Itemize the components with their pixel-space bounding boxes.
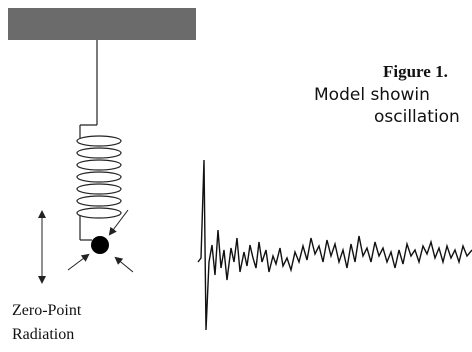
page: Figure 1. Model showin oscillation Zero-… bbox=[0, 0, 472, 352]
caption-line: Model showin bbox=[314, 85, 430, 105]
pendulum bbox=[77, 40, 121, 240]
radiation-label: Radiation bbox=[12, 326, 74, 344]
arrows bbox=[42, 210, 133, 282]
figure-title: Figure 1. bbox=[383, 62, 448, 82]
ceiling bbox=[8, 8, 196, 40]
radiation-label: Zero-Point bbox=[12, 302, 81, 320]
diagram bbox=[0, 0, 472, 352]
caption-line: oscillation bbox=[374, 107, 460, 127]
waveform bbox=[198, 160, 472, 330]
mass bbox=[91, 236, 109, 254]
